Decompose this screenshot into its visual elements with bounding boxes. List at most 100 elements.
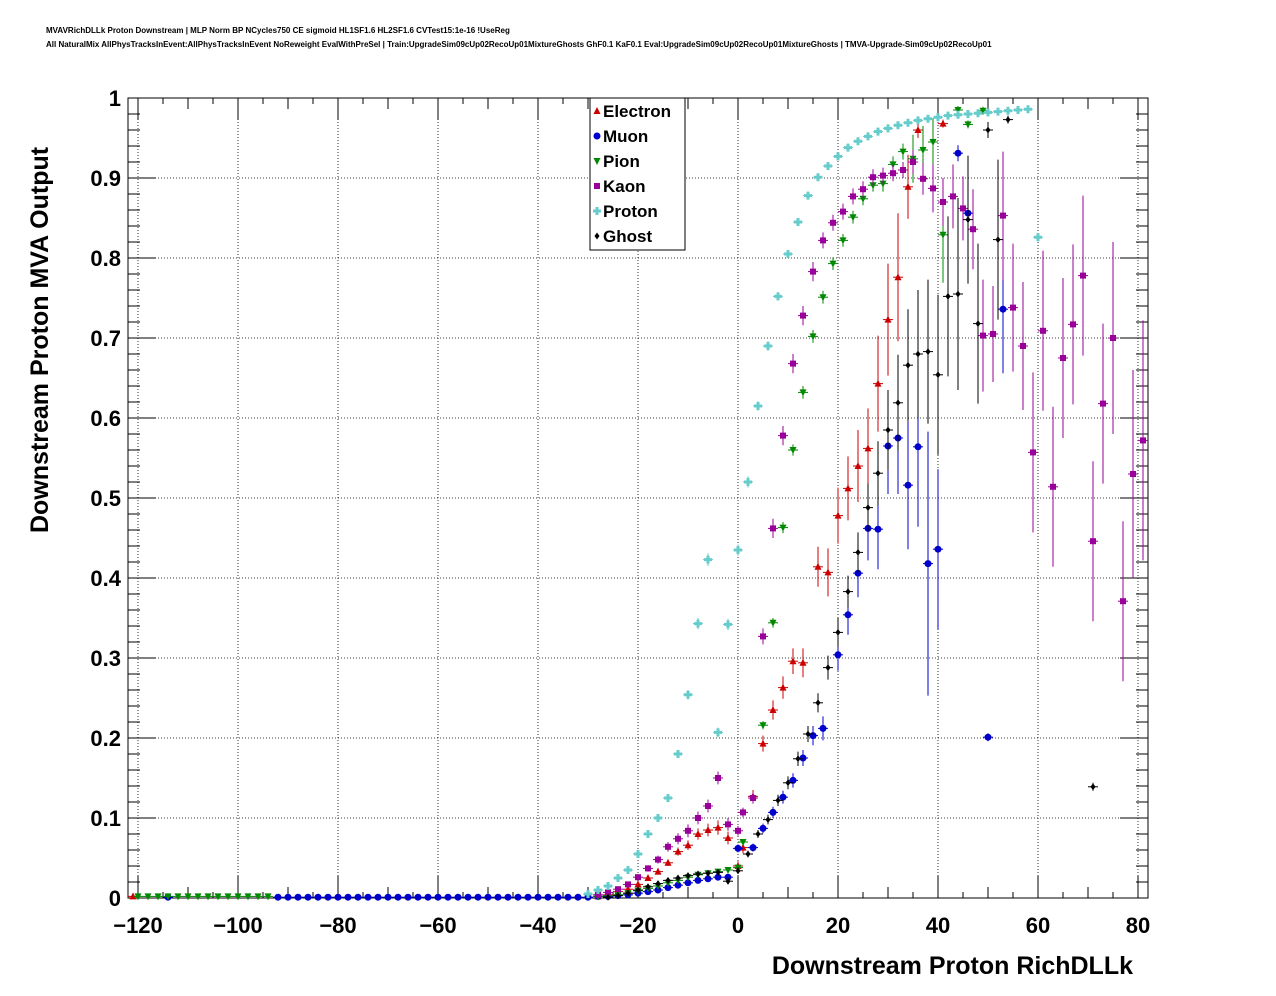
series-pion-point	[779, 524, 787, 532]
series-proton-point	[814, 173, 822, 182]
series-pion-point	[869, 182, 877, 190]
legend-marker-ghost	[594, 232, 600, 240]
series-pion	[133, 106, 988, 901]
series-proton-point	[674, 750, 682, 758]
series-pion-point	[759, 722, 767, 730]
series-proton-point	[944, 111, 952, 120]
series-proton-point	[934, 113, 942, 122]
series-pion-point	[224, 893, 232, 901]
series-electron-point	[824, 568, 832, 576]
series-muon-point	[714, 873, 722, 881]
series-muon-point	[844, 611, 852, 619]
series-proton-point	[924, 114, 932, 123]
series-proton-point	[764, 342, 772, 350]
series-muon-point	[374, 893, 382, 901]
series-ghost-point	[895, 399, 901, 407]
plot-area	[128, 105, 1148, 901]
series-muon-point	[854, 569, 862, 577]
series-kaon-point	[685, 827, 691, 834]
series-ghost-point	[935, 371, 941, 379]
x-tick-label: −20	[619, 913, 656, 938]
y-axis-title: Downstream Proton MVA Output	[26, 146, 54, 533]
series-pion-point	[134, 893, 142, 901]
series-pion-point	[254, 893, 262, 901]
series-proton-point	[884, 124, 892, 133]
y-tick-label: 0.2	[90, 726, 121, 751]
series-proton-point	[904, 118, 912, 127]
series-kaon-point	[890, 170, 896, 177]
series-muon-point	[474, 893, 482, 901]
series-muon-point	[799, 754, 807, 762]
series-electron-point	[874, 379, 882, 387]
series-ghost-point	[715, 868, 721, 876]
series-ghost-point	[625, 889, 631, 897]
series-proton-point	[804, 191, 812, 200]
series-muon-point	[874, 525, 882, 533]
x-tick-label: −60	[419, 913, 456, 938]
series-proton-point	[874, 127, 882, 136]
series-ghost-point	[885, 426, 891, 434]
y-tick-label: 0.6	[90, 406, 121, 431]
series-muon-point	[404, 893, 412, 901]
y-tick-label: 1	[109, 86, 121, 111]
series-muon-point	[464, 893, 472, 901]
series-muon-point	[334, 893, 342, 901]
series-electron-point	[894, 273, 902, 281]
series-pion-point	[724, 867, 732, 874]
series-muon-point	[534, 893, 542, 901]
series-ghost-point	[655, 880, 661, 888]
series-pion-point	[234, 893, 242, 901]
series-muon-point	[789, 776, 797, 784]
series-pion-point	[214, 893, 222, 901]
series-kaon-point	[1140, 437, 1146, 444]
series-kaon-point	[770, 525, 776, 532]
series-proton-point	[604, 882, 612, 890]
series-electron-point	[714, 823, 722, 831]
series-muon-point	[834, 651, 842, 659]
series-electron-point	[664, 858, 672, 866]
series-proton-point	[624, 866, 632, 874]
series-electron-point	[799, 658, 807, 666]
series-electron-point	[654, 867, 662, 875]
series-muon	[163, 145, 1008, 901]
series-electron-point	[779, 683, 787, 691]
series-muon-point	[809, 732, 817, 740]
series-muon-point	[734, 844, 742, 852]
series-kaon-point	[790, 360, 796, 367]
series-electron-point	[904, 182, 912, 190]
series-pion-point	[204, 893, 212, 901]
series-proton-point	[844, 143, 852, 152]
series-proton-point	[734, 546, 742, 554]
series-kaon-point	[605, 889, 611, 896]
series-muon-point	[674, 881, 682, 889]
y-tick-label: 0.3	[90, 646, 121, 671]
series-muon-point	[274, 893, 282, 901]
series-pion-point	[174, 893, 182, 901]
series-ghost-point	[1005, 116, 1011, 124]
series-proton-point	[694, 619, 702, 628]
series-ghost-point	[775, 796, 781, 804]
series-proton-point	[664, 794, 672, 802]
legend-marker-pion	[593, 158, 601, 165]
series-proton-point	[654, 814, 662, 822]
legend-label-ghost: Ghost	[603, 227, 652, 246]
legend-label-pion: Pion	[603, 152, 640, 171]
legend: Electron Muon Pion Kaon Proton Ghost	[589, 97, 686, 251]
series-pion-point	[859, 195, 867, 203]
series-ghost-point	[845, 588, 851, 596]
series-proton-point	[834, 152, 842, 161]
series-ghost-point	[665, 876, 671, 884]
series-electron-point	[769, 706, 777, 713]
series-ghost-point	[615, 892, 621, 900]
series-pion-point	[829, 260, 837, 268]
series-ghost-point	[925, 348, 931, 356]
series-muon-point	[484, 893, 492, 901]
y-tick-label: 0.1	[90, 806, 121, 831]
series-pion-point	[264, 893, 272, 901]
series-ghost-point	[725, 877, 731, 885]
x-axis-title: Downstream Proton RichDLLk	[772, 952, 1133, 980]
series-electron-point	[834, 511, 842, 519]
series-muon-point	[294, 893, 302, 901]
series-ghost-point	[805, 730, 811, 738]
series-electron-point	[864, 444, 872, 452]
